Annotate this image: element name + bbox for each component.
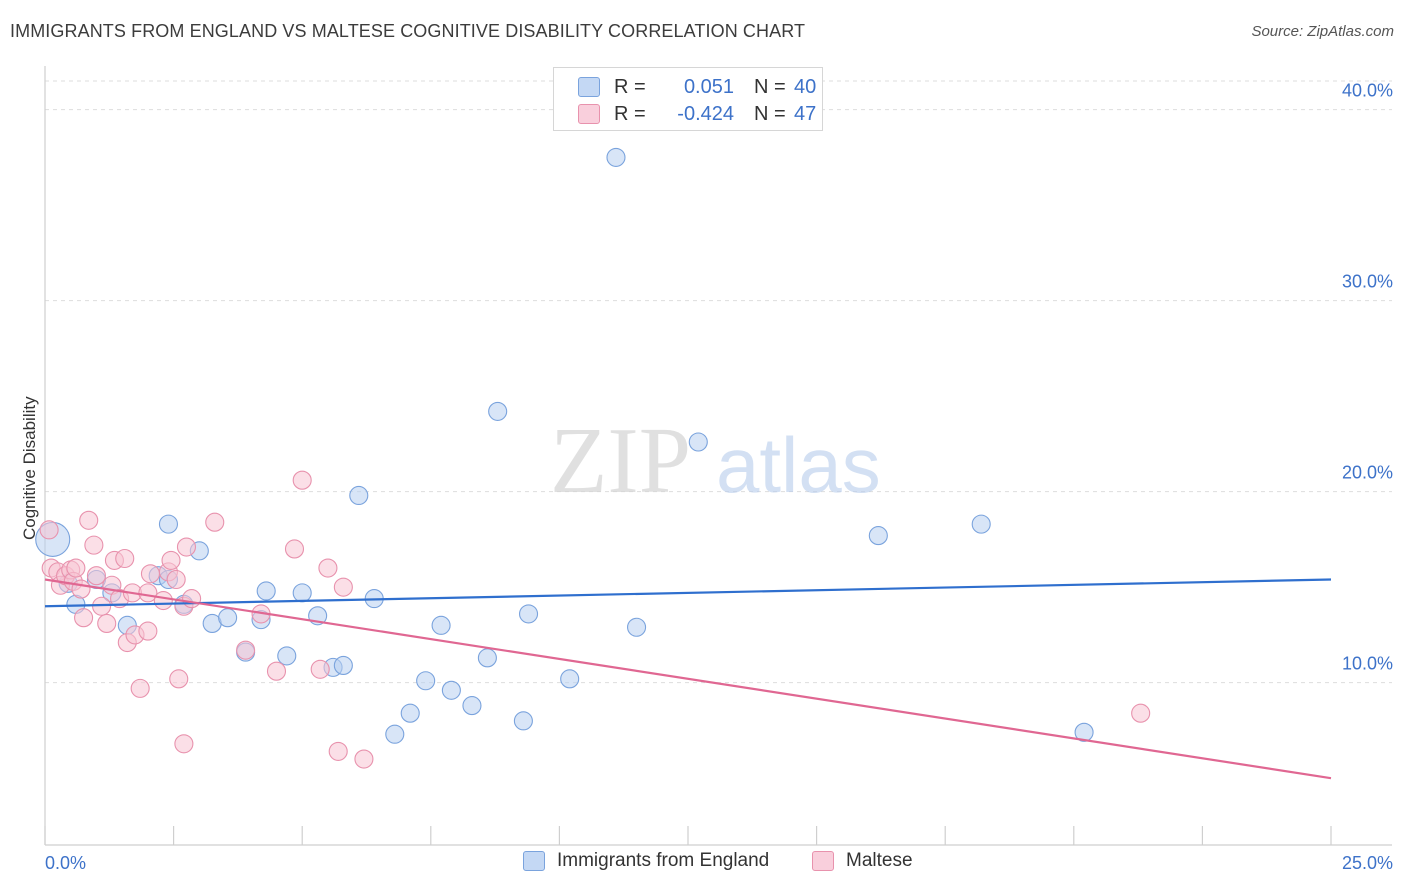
england-point: [400, 703, 420, 723]
maltese-point: [97, 613, 117, 633]
legend-n-value-maltese: 47: [794, 102, 817, 125]
england-point: [333, 655, 353, 676]
chart-title: IMMIGRANTS FROM ENGLAND VS MALTESE COGNI…: [10, 21, 806, 41]
legend-swatch-england: [578, 77, 600, 97]
england-point: [627, 617, 647, 637]
maltese-point: [86, 566, 106, 586]
legend-n-label: N =: [754, 102, 786, 125]
maltese-point: [115, 548, 135, 569]
legend-r-label: R =: [614, 75, 646, 98]
england-point: [462, 696, 482, 716]
england-point: [292, 583, 312, 603]
england-point: [513, 711, 533, 731]
england-point: [1074, 722, 1094, 742]
legend-swatch-maltese: [578, 104, 600, 124]
england-point: [688, 432, 708, 452]
legend-label-maltese: Maltese: [846, 850, 913, 871]
england-point: [441, 680, 461, 700]
y-axis-label: Cognitive Disability: [20, 396, 39, 540]
england-point: [218, 608, 238, 628]
maltese-point: [140, 564, 161, 584]
legend-swatch-england: [523, 851, 545, 871]
maltese-point: [161, 550, 181, 570]
maltese-point: [284, 539, 305, 559]
maltese-point: [166, 569, 186, 590]
maltese-point: [266, 661, 287, 681]
axes: [44, 66, 1392, 846]
trend-lines: [44, 578, 1332, 780]
england-point: [868, 526, 888, 546]
y-tick-label: 10.0%: [1342, 654, 1393, 674]
england-point: [277, 646, 297, 666]
maltese-point: [318, 558, 338, 578]
maltese-point: [1131, 703, 1151, 723]
x-tick-label-max: 25.0%: [1342, 853, 1393, 873]
watermark-atlas: atlas: [716, 421, 881, 509]
legend-label-england: Immigrants from England: [557, 850, 770, 871]
y-tick-label: 20.0%: [1342, 463, 1393, 483]
england-point: [518, 604, 539, 624]
maltese-point: [182, 589, 202, 609]
maltese-point: [153, 590, 173, 611]
series-legend: Immigrants from England Maltese: [0, 850, 1406, 878]
x-tick-label-min: 0.0%: [45, 853, 86, 873]
england-point: [477, 648, 497, 668]
legend-item-england: Immigrants from England: [523, 850, 769, 872]
england-point: [971, 514, 991, 534]
correlation-legend: R = 0.051 N = 40 R = -0.424 N = 47: [553, 67, 823, 131]
maltese-point: [138, 583, 158, 603]
maltese-point: [354, 749, 374, 769]
maltese-point: [292, 470, 312, 490]
y-tick-label: 40.0%: [1342, 81, 1393, 101]
england-point: [431, 615, 451, 635]
watermark-zip: ZIP: [550, 409, 691, 513]
legend-n-value-england: 40: [794, 75, 817, 98]
england-point: [416, 671, 436, 691]
legend-row-england: R = 0.051 N = 40: [578, 74, 816, 100]
maltese-point: [84, 535, 104, 555]
legend-r-value-maltese: -0.424: [677, 102, 734, 125]
source-label: Source: ZipAtlas.com: [1251, 23, 1394, 40]
maltese-point: [39, 520, 59, 540]
tick-labels: 10.0% 20.0% 30.0% 40.0% 0.0% 25.0%: [45, 81, 1393, 873]
maltese-point: [205, 512, 225, 532]
maltese-point: [74, 608, 94, 628]
maltese-point: [328, 741, 348, 761]
maltese-point: [138, 621, 158, 641]
legend-r-label: R =: [614, 102, 646, 125]
england-trend-line: [44, 578, 1332, 608]
maltese-point: [169, 669, 189, 689]
england-point: [385, 724, 405, 744]
england-point: [488, 401, 508, 421]
maltese-point: [236, 640, 256, 660]
england-point: [560, 669, 580, 689]
maltese-point: [176, 537, 197, 557]
maltese-point: [79, 510, 99, 530]
maltese-point: [174, 734, 194, 754]
legend-n-label: N =: [754, 75, 786, 98]
maltese-point: [310, 659, 330, 679]
maltese-point: [71, 579, 91, 599]
watermark: ZIP atlas: [550, 409, 881, 513]
maltese-point: [130, 678, 150, 698]
y-tick-label: 30.0%: [1342, 272, 1393, 292]
england-point: [606, 147, 626, 167]
maltese-trend-line: [44, 578, 1332, 780]
legend-r-value-england: 0.051: [683, 75, 734, 98]
legend-swatch-maltese: [812, 851, 834, 871]
maltese-point: [66, 558, 86, 578]
england-point: [349, 485, 369, 506]
england-point: [158, 514, 179, 534]
maltese-point: [333, 577, 353, 597]
legend-item-maltese: Maltese: [812, 850, 913, 872]
legend-row-maltese: R = -0.424 N = 47: [578, 101, 816, 127]
england-point: [256, 581, 276, 601]
